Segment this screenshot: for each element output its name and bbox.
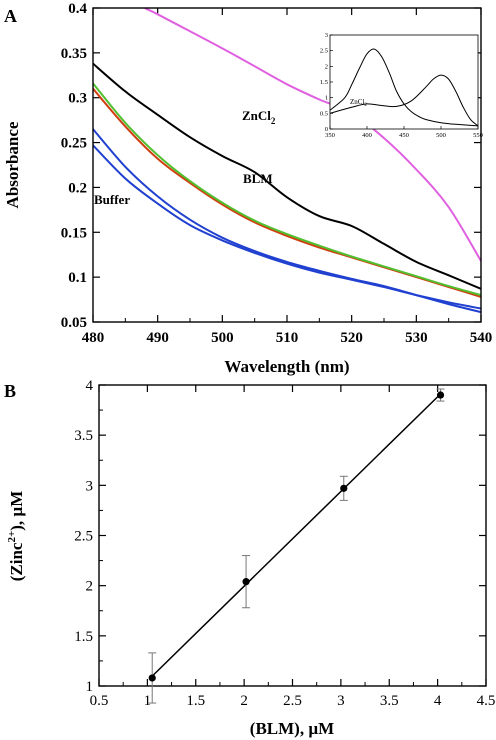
fit-line xyxy=(151,393,442,677)
inset-frame xyxy=(329,34,479,130)
data-point xyxy=(242,578,250,586)
inset-series-line-0 xyxy=(329,48,479,127)
panel-b-ylabel-sup: 2+ xyxy=(6,531,18,543)
panel-b-xtick-label: 4 xyxy=(434,693,442,709)
blm-curve-label: BLM xyxy=(243,171,273,186)
panel-b-xtick-label: 3.5 xyxy=(380,693,399,709)
panel-a-xtick-label: 510 xyxy=(276,330,299,346)
panel-a-ytick-label: 0.4 xyxy=(68,1,87,17)
panel-b-ylabel-pre: (Zinc xyxy=(7,542,26,581)
panel-b-ylabel: (Zinc2+), µM xyxy=(6,491,26,582)
panel-b-xtick-label: 3 xyxy=(337,693,345,709)
panel-a-curves xyxy=(93,8,481,314)
panel-b-xtick-label: 2 xyxy=(240,693,248,709)
panel-a-ytick-label: 0.3 xyxy=(68,91,87,107)
buffer-curve-label: Buffer xyxy=(94,192,130,207)
panel-b-xlabel: (BLM), µM xyxy=(250,719,334,738)
inset-label-main: ZnCl xyxy=(350,98,364,106)
series-line-buffer xyxy=(93,144,481,310)
inset-xtick-label: 450 xyxy=(399,132,409,139)
panel-b-ytick-label: 3 xyxy=(86,478,94,494)
panel-a-ytick-label: 0.1 xyxy=(68,270,87,286)
panel-a-letter: A xyxy=(4,6,17,26)
inset-xtick-label: 550 xyxy=(473,132,483,139)
data-point xyxy=(436,391,445,399)
panel-a-xtick-label: 530 xyxy=(405,330,428,346)
panel-a-xtick-label: 540 xyxy=(470,330,493,346)
panel-a-ylabel: Absorbance xyxy=(3,121,22,208)
inset-ytick-label: 1.5 xyxy=(320,79,328,86)
panel-a-ytick-label: 0.05 xyxy=(61,315,87,331)
panel-b-ytick-label: 1.5 xyxy=(74,629,93,645)
series-line-zncl2 xyxy=(144,8,481,262)
panel-b-ytick-label: 2 xyxy=(86,579,94,595)
panel-b-ticks xyxy=(98,384,487,687)
panel-a-xtick-label: 520 xyxy=(340,330,363,346)
inset-ytick-label: 0.5 xyxy=(320,110,328,117)
panel-a-ytick-label: 0.25 xyxy=(61,136,87,152)
zncl2-curve-label: ZnCl2 xyxy=(242,108,276,126)
panel-b-xtick-label: 2.5 xyxy=(283,693,302,709)
panel-b-ytick-label: 3.5 xyxy=(74,428,93,444)
inset-xtick-label: 350 xyxy=(325,132,335,139)
panel-b-data xyxy=(148,388,445,704)
data-point xyxy=(148,674,156,682)
panel-b-ytick-label: 2.5 xyxy=(74,529,93,545)
panel-a-frame xyxy=(92,7,482,323)
inset-ytick-label: 2 xyxy=(325,63,328,70)
panel-b-xtick-label: 1.5 xyxy=(186,693,205,709)
zncl2-label-main: ZnCl xyxy=(242,108,271,123)
inset-ytick-label: 1 xyxy=(325,95,328,102)
series-line-trace-3 xyxy=(93,82,481,297)
panel-a-xtick-label: 480 xyxy=(82,330,105,346)
inset-ytick-label: 0 xyxy=(325,126,328,133)
zncl2-label-sub: 2 xyxy=(271,116,276,126)
panel-b-ytick-label: 4 xyxy=(86,378,94,394)
panel-a-xlabel: Wavelength (nm) xyxy=(224,357,349,376)
panel-b-xtick-label: 1 xyxy=(144,693,152,709)
panel-b-ytick-label: 1 xyxy=(86,679,94,695)
inset-ticks: 350 400 450 500 550 0 0.5 1 1.5 2 2.5 3 xyxy=(320,32,483,139)
panel-a-xtick-label: 490 xyxy=(146,330,169,346)
inset-zncl2-label: ZnCl2 xyxy=(350,98,367,108)
inset-ytick-label: 2.5 xyxy=(320,48,328,55)
panel-b-frame xyxy=(98,384,487,687)
panel-a-ytick-label: 0.2 xyxy=(68,180,87,196)
panel-b-letter: B xyxy=(4,381,16,401)
inset-ytick-label: 3 xyxy=(325,32,328,39)
panel-b-xtick-label: 4.5 xyxy=(477,693,496,709)
panel-b-xtick-label: 0.5 xyxy=(90,693,109,709)
inset-curves xyxy=(329,48,479,127)
inset-xtick-label: 500 xyxy=(436,132,446,139)
panel-a-ytick-label: 0.15 xyxy=(61,225,87,241)
inset-series-line-1 xyxy=(329,74,479,127)
series-line-blm xyxy=(93,62,481,290)
panel-a-xtick-label: 500 xyxy=(211,330,234,346)
inset-label-sub: 2 xyxy=(364,103,367,108)
series-line-trace-5 xyxy=(93,128,481,314)
panel-b-ylabel-post: ), µM xyxy=(7,491,26,531)
panel-a-tick-labels: 480 490 500 510 520 530 540 0.05 0.1 0.15 0.2 0.25 0… xyxy=(61,1,493,346)
panel-a-ytick-label: 0.35 xyxy=(61,46,87,62)
panel-b-tick-labels: 0.5 1 1.5 2 2.5 3 3.5 4 4.511.522.533.54 xyxy=(74,378,495,709)
inset-xtick-label: 400 xyxy=(362,132,372,139)
data-point xyxy=(340,484,348,492)
